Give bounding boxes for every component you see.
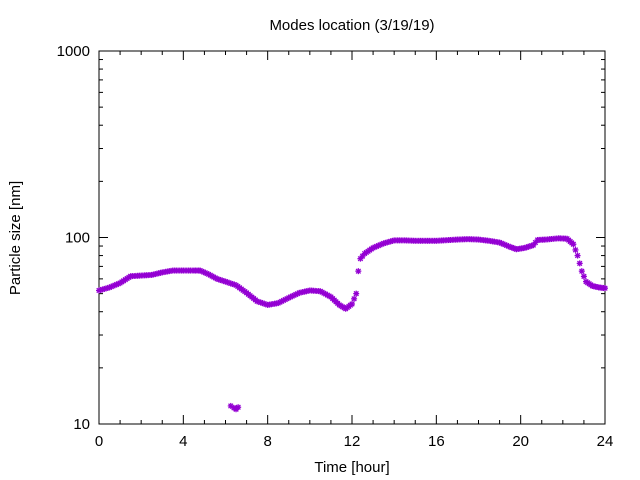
- y-axis-label: Particle size [nm]: [7, 181, 24, 295]
- x-tick-label: 24: [597, 433, 614, 450]
- data-point: [574, 252, 581, 259]
- x-tick-label: 12: [344, 433, 361, 450]
- axis-tick-labels: 0 4 8 12 16 20 24 10 100 1000: [57, 43, 614, 450]
- data-points: [96, 235, 608, 413]
- plot-frame: [98, 50, 606, 425]
- x-tick-label: 16: [428, 433, 445, 450]
- data-point: [355, 268, 362, 275]
- data-point: [235, 404, 242, 411]
- x-axis-label: Time [hour]: [314, 459, 389, 476]
- x-tick-label: 4: [179, 433, 187, 450]
- x-tick-label: 0: [95, 433, 103, 450]
- data-point: [353, 290, 360, 297]
- y-tick-label: 100: [65, 230, 90, 247]
- data-point: [572, 246, 579, 253]
- data-point: [576, 260, 583, 267]
- x-tick-label: 8: [263, 433, 271, 450]
- data-point: [570, 241, 577, 248]
- axis-ticks: [98, 50, 606, 425]
- chart-title: Modes location (3/19/19): [269, 17, 434, 34]
- y-tick-label: 1000: [57, 43, 90, 60]
- x-tick-label: 20: [512, 433, 529, 450]
- data-point: [351, 295, 358, 302]
- data-point: [580, 273, 587, 280]
- data-point: [602, 285, 608, 292]
- y-tick-label: 10: [73, 416, 90, 433]
- data-point: [578, 268, 585, 275]
- data-point: [349, 300, 355, 307]
